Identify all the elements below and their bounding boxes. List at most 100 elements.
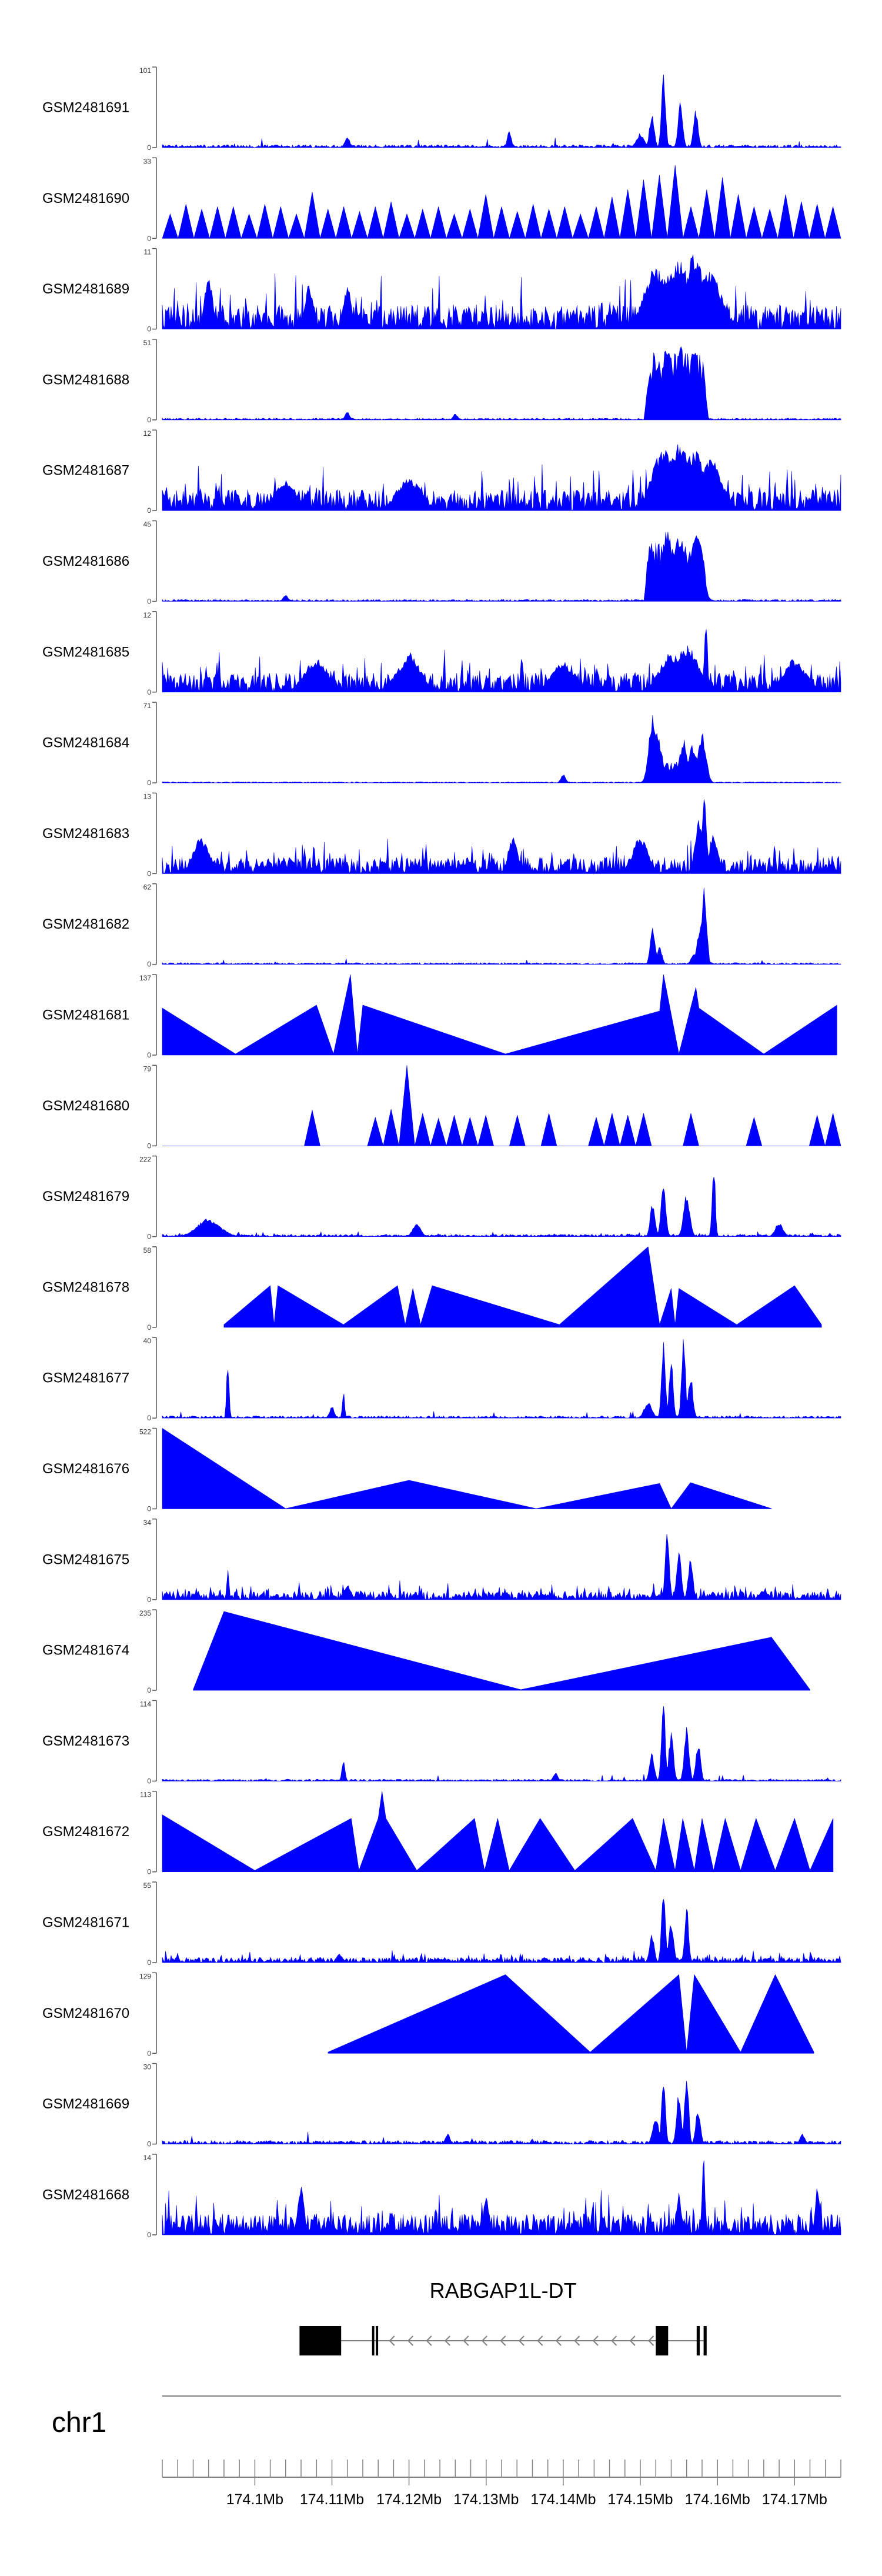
y-min-label: 0 xyxy=(147,2231,151,2239)
coverage-area xyxy=(162,1177,841,1237)
y-max-label: 30 xyxy=(143,2063,152,2071)
coverage-area xyxy=(162,715,841,783)
strand-arrow xyxy=(574,2335,580,2346)
y-min-label: 0 xyxy=(147,1686,151,1694)
track-label: GSM2481678 xyxy=(42,1279,129,1295)
track-GSM2481678: GSM2481678 58 0 xyxy=(42,1246,822,1332)
axis-tick-label: 174.15Mb xyxy=(607,2491,673,2508)
y-max-label: 11 xyxy=(144,248,152,256)
track-GSM2481674: GSM2481674 235 0 xyxy=(42,1609,810,1694)
gene-exon xyxy=(299,2326,342,2355)
coverage-area xyxy=(162,1899,841,1964)
coverage-area xyxy=(162,444,841,511)
track-GSM2481669: GSM2481669 30 0 xyxy=(42,2063,841,2148)
track-GSM2481675: GSM2481675 34 0 xyxy=(42,1519,841,1604)
track-label: GSM2481687 xyxy=(42,463,129,479)
strand-arrow xyxy=(648,2335,654,2346)
track-GSM2481670: GSM2481670 129 0 xyxy=(42,1972,814,2057)
y-min-label: 0 xyxy=(147,869,151,877)
y-min-label: 0 xyxy=(147,506,151,515)
axis-tick-label: 174.13Mb xyxy=(453,2491,519,2508)
y-max-label: 79 xyxy=(143,1065,152,1073)
y-max-label: 40 xyxy=(143,1337,152,1345)
coverage-area xyxy=(162,254,841,330)
track-label: GSM2481682 xyxy=(42,916,129,932)
track-GSM2481672: GSM2481672 113 0 xyxy=(42,1791,834,1876)
coverage-area xyxy=(162,1339,841,1419)
track-label: GSM2481689 xyxy=(42,281,129,297)
track-label: GSM2481683 xyxy=(42,826,129,842)
track-label: GSM2481684 xyxy=(42,735,129,751)
strand-arrow xyxy=(481,2335,487,2346)
coverage-area xyxy=(162,2081,841,2145)
track-GSM2481687: GSM2481687 12 0 xyxy=(42,429,841,515)
y-max-label: 51 xyxy=(143,339,152,347)
track-GSM2481673: GSM2481673 114 0 xyxy=(42,1700,841,1785)
coverage-area xyxy=(193,1611,810,1691)
track-label: GSM2481691 xyxy=(42,100,129,116)
track-GSM2481679: GSM2481679 222 0 xyxy=(42,1156,841,1241)
y-min-label: 0 xyxy=(147,1051,151,1059)
y-max-label: 137 xyxy=(139,974,151,982)
y-max-label: 33 xyxy=(143,157,152,165)
y-max-label: 12 xyxy=(143,611,152,619)
y-max-label: 12 xyxy=(143,429,152,438)
y-max-label: 235 xyxy=(139,1609,151,1617)
coverage-area xyxy=(162,346,841,421)
track-GSM2481689: GSM2481689 11 0 xyxy=(42,248,841,333)
y-min-label: 0 xyxy=(147,1596,151,1604)
axis-tick-label: 174.11Mb xyxy=(300,2491,364,2508)
y-min-label: 0 xyxy=(147,960,151,969)
track-label: GSM2481671 xyxy=(42,1915,129,1931)
track-GSM2481685: GSM2481685 12 0 xyxy=(42,611,841,696)
y-max-label: 62 xyxy=(143,883,152,892)
coverage-tracks: GSM2481691 101 0 GSM2481690 33 0 GSM2481689 11 0… xyxy=(42,66,841,2239)
y-min-label: 0 xyxy=(147,325,151,333)
coverage-area xyxy=(162,799,841,874)
y-max-label: 222 xyxy=(139,1156,151,1164)
strand-arrow xyxy=(518,2335,524,2346)
axis-tick-label: 174.12Mb xyxy=(376,2491,442,2508)
track-GSM2481680: GSM2481680 79 0 xyxy=(42,1065,841,1150)
track-label: GSM2481673 xyxy=(42,1733,129,1749)
coverage-area xyxy=(223,1246,822,1328)
coverage-area xyxy=(162,1065,841,1147)
y-min-label: 0 xyxy=(147,416,151,424)
track-GSM2481690: GSM2481690 33 0 xyxy=(42,157,841,242)
track-label: GSM2481670 xyxy=(42,2006,129,2021)
strand-arrow xyxy=(500,2335,506,2346)
y-min-label: 0 xyxy=(147,234,151,242)
y-min-label: 0 xyxy=(147,144,151,152)
track-label: GSM2481681 xyxy=(42,1007,129,1023)
gene-exon xyxy=(696,2326,700,2355)
track-GSM2481681: GSM2481681 137 0 xyxy=(42,974,837,1059)
y-min-label: 0 xyxy=(147,1868,151,1876)
strand-arrow xyxy=(592,2335,599,2346)
track-label: GSM2481672 xyxy=(42,1824,129,1840)
axis-tick-label: 174.14Mb xyxy=(530,2491,596,2508)
strand-arrow xyxy=(611,2335,617,2346)
track-label: GSM2481679 xyxy=(42,1189,129,1204)
chromosome-label: chr1 xyxy=(52,2407,106,2438)
track-GSM2481691: GSM2481691 101 0 xyxy=(42,66,841,152)
coverage-area xyxy=(162,165,841,239)
y-min-label: 0 xyxy=(147,1958,151,1967)
strand-arrow xyxy=(389,2335,395,2346)
coverage-area xyxy=(162,2160,841,2235)
gene-exon xyxy=(376,2326,379,2355)
y-max-label: 55 xyxy=(143,1881,152,1890)
y-min-label: 0 xyxy=(147,1233,151,1241)
track-label: GSM2481685 xyxy=(42,644,129,660)
coverage-area xyxy=(162,629,841,693)
strand-arrow xyxy=(537,2335,543,2346)
y-max-label: 71 xyxy=(143,702,152,710)
y-min-label: 0 xyxy=(147,598,151,606)
strand-arrow xyxy=(426,2335,432,2346)
track-label: GSM2481668 xyxy=(42,2187,129,2203)
coverage-area xyxy=(162,532,841,602)
y-min-label: 0 xyxy=(147,1505,151,1513)
track-GSM2481686: GSM2481686 45 0 xyxy=(42,520,841,606)
track-label: GSM2481675 xyxy=(42,1551,129,1567)
strand-arrow xyxy=(444,2335,450,2346)
